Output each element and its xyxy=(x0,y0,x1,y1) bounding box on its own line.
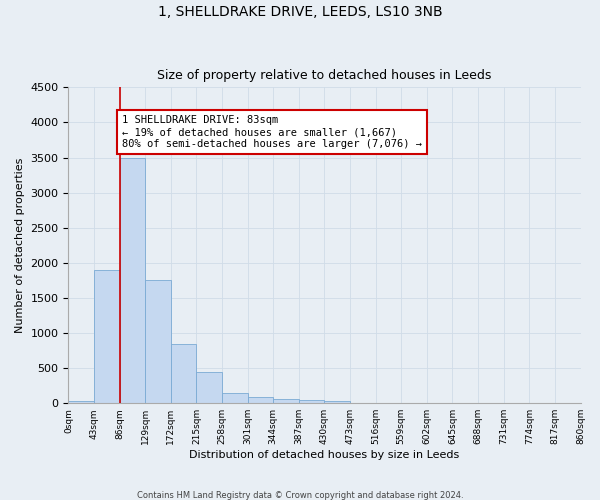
Title: Size of property relative to detached houses in Leeds: Size of property relative to detached ho… xyxy=(157,69,491,82)
Bar xyxy=(94,270,119,403)
Bar xyxy=(273,399,299,403)
Bar xyxy=(299,400,325,403)
Bar xyxy=(68,401,94,403)
Bar xyxy=(145,280,171,403)
Text: 1 SHELLDRAKE DRIVE: 83sqm
← 19% of detached houses are smaller (1,667)
80% of se: 1 SHELLDRAKE DRIVE: 83sqm ← 19% of detac… xyxy=(122,116,422,148)
Bar xyxy=(248,397,273,403)
Bar xyxy=(222,392,248,403)
Y-axis label: Number of detached properties: Number of detached properties xyxy=(15,158,25,333)
Bar xyxy=(171,344,196,403)
Text: Contains HM Land Registry data © Crown copyright and database right 2024.: Contains HM Land Registry data © Crown c… xyxy=(137,490,463,500)
Text: 1, SHELLDRAKE DRIVE, LEEDS, LS10 3NB: 1, SHELLDRAKE DRIVE, LEEDS, LS10 3NB xyxy=(158,5,442,19)
X-axis label: Distribution of detached houses by size in Leeds: Distribution of detached houses by size … xyxy=(190,450,460,460)
Bar xyxy=(119,158,145,403)
Bar xyxy=(325,401,350,403)
Bar xyxy=(196,372,222,403)
